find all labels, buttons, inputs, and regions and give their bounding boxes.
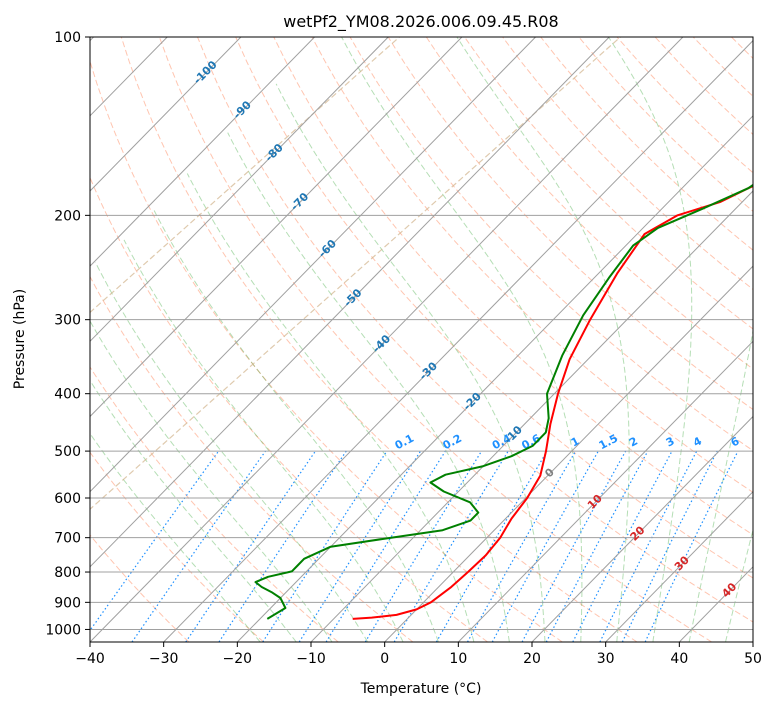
y-tick-label: 1000 [45, 622, 81, 638]
x-tick-label: 10 [449, 651, 467, 667]
x-tick-label: 20 [523, 651, 541, 667]
x-tick-label: −30 [149, 651, 179, 667]
x-tick-label: 30 [597, 651, 615, 667]
y-tick-label: 400 [54, 387, 81, 403]
x-tick-label: 50 [744, 651, 762, 667]
x-tick-label: −10 [296, 651, 326, 667]
x-tick-label: −40 [75, 651, 105, 667]
y-tick-label: 300 [54, 313, 81, 329]
y-tick-label: 600 [54, 491, 81, 507]
y-tick-label: 700 [54, 531, 81, 547]
y-tick-label: 200 [54, 208, 81, 224]
x-axis-label: Temperature (°C) [360, 681, 482, 697]
x-tick-label: 0 [380, 651, 389, 667]
x-tick-label: 40 [670, 651, 688, 667]
y-tick-label: 100 [54, 30, 81, 46]
y-tick-label: 900 [54, 595, 81, 611]
chart-title: wetPf2_YM08.2026.006.09.45.R08 [283, 12, 558, 32]
x-tick-label: −20 [223, 651, 253, 667]
y-tick-label: 800 [54, 565, 81, 581]
y-tick-label: 500 [54, 444, 81, 460]
y-axis-label: Pressure (hPa) [12, 289, 28, 389]
